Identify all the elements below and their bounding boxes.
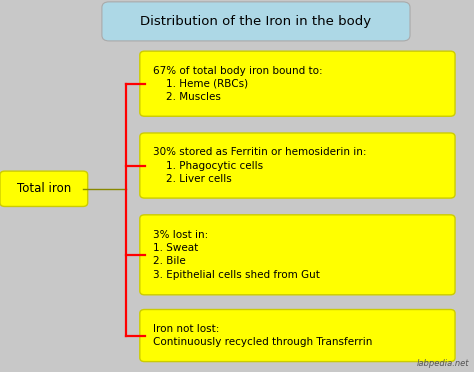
FancyBboxPatch shape (140, 215, 455, 295)
Text: Total iron: Total iron (17, 182, 71, 195)
Text: 67% of total body iron bound to:
    1. Heme (RBCs)
    2. Muscles: 67% of total body iron bound to: 1. Heme… (153, 65, 323, 102)
FancyBboxPatch shape (140, 310, 455, 362)
Text: labpedia.net: labpedia.net (417, 359, 469, 368)
Text: Iron not lost:
Continuously recycled through Transferrin: Iron not lost: Continuously recycled thr… (153, 324, 373, 347)
FancyBboxPatch shape (140, 133, 455, 198)
FancyBboxPatch shape (0, 171, 88, 206)
FancyBboxPatch shape (102, 2, 410, 41)
FancyBboxPatch shape (140, 51, 455, 116)
Text: 30% stored as Ferritin or hemosiderin in:
    1. Phagocytic cells
    2. Liver c: 30% stored as Ferritin or hemosiderin in… (153, 147, 366, 184)
Text: 3% lost in:
1. Sweat
2. Bile
3. Epithelial cells shed from Gut: 3% lost in: 1. Sweat 2. Bile 3. Epitheli… (153, 230, 320, 280)
Text: Distribution of the Iron in the body: Distribution of the Iron in the body (140, 15, 372, 28)
